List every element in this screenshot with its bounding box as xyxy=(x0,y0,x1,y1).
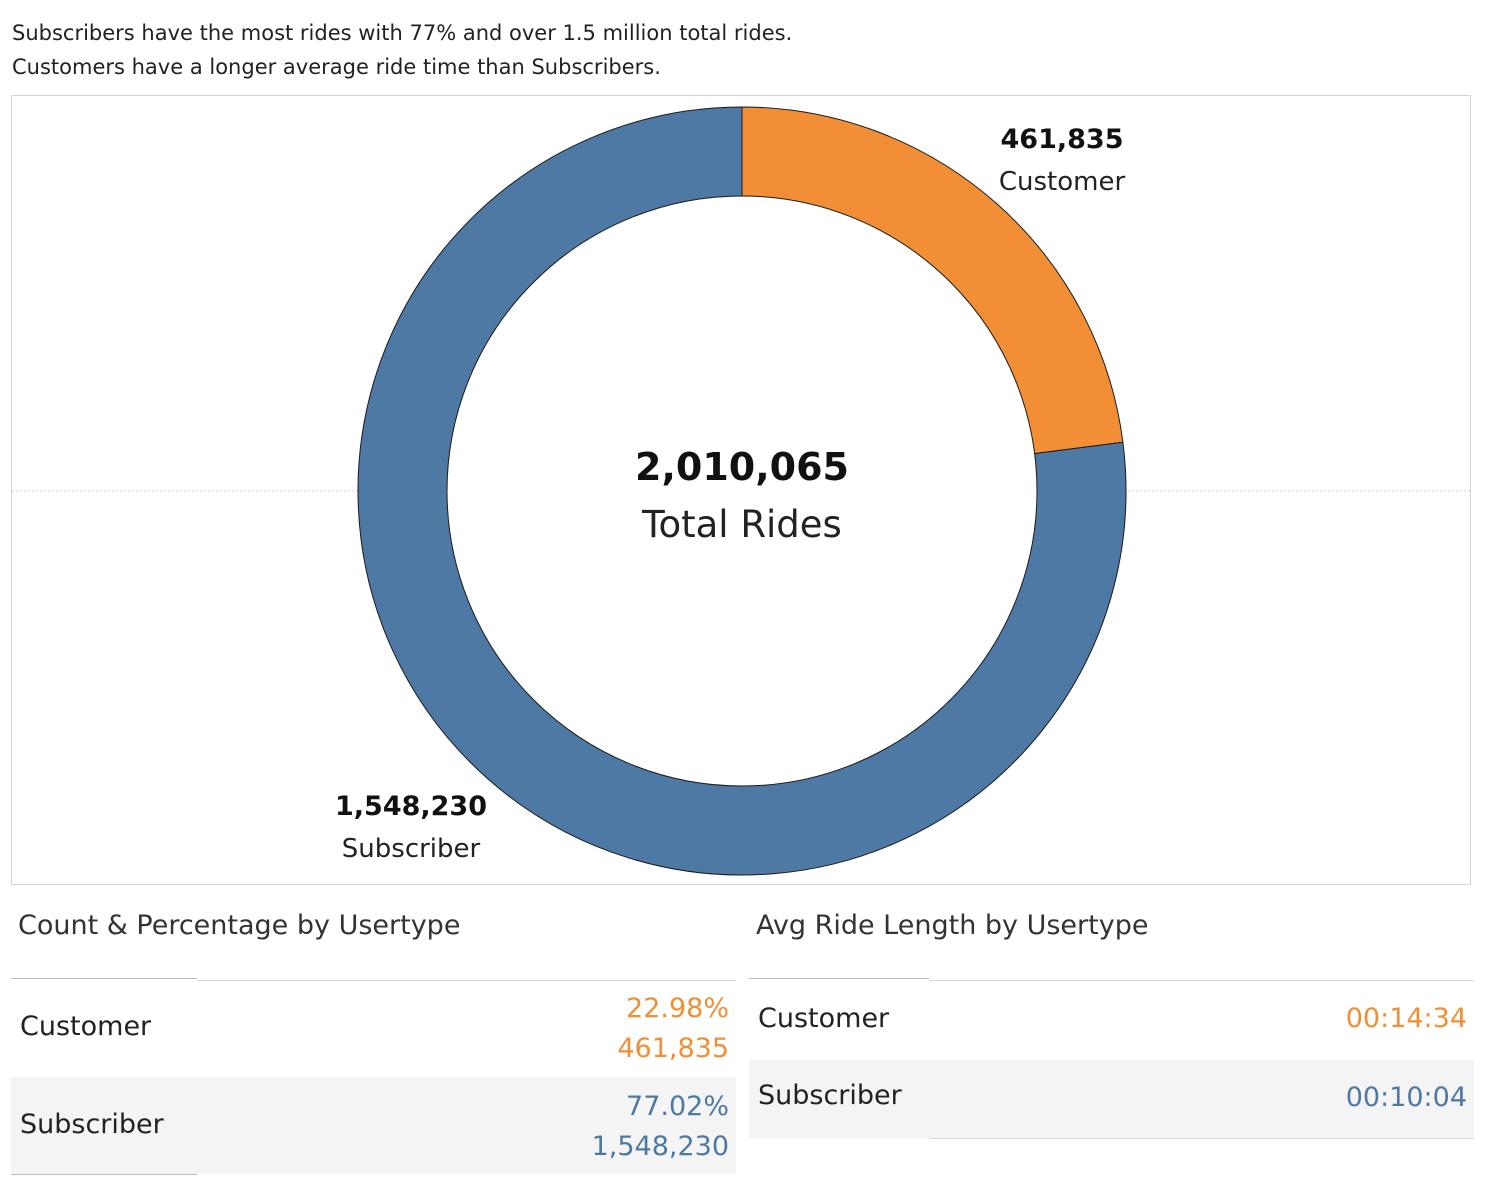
count-value: 1,548,230 xyxy=(591,1131,729,1162)
table-row-customer: Customer 00:14:34 xyxy=(749,981,1474,1060)
count-value: 461,835 xyxy=(617,1033,729,1064)
avg-ride-length-table: Customer 00:14:34 Subscriber 00:10:04 xyxy=(749,978,1474,1140)
row-label: Customer xyxy=(758,1003,890,1034)
donut-chart: 461,835 Customer 1,548,230 Subscriber 2,… xyxy=(12,106,1472,876)
header-rule xyxy=(11,978,197,979)
slice-category-label-customer: Customer xyxy=(999,167,1126,197)
count-percentage-table: Customer 22.98% 461,835 Subscriber 77.02… xyxy=(11,978,736,1178)
percent-value: 77.02% xyxy=(626,1091,729,1122)
slice-category-label-subscriber: Subscriber xyxy=(342,834,481,864)
footer-rule xyxy=(929,1138,1474,1139)
total-rides-value: 2,010,065 xyxy=(635,445,849,489)
percent-value: 22.98% xyxy=(626,993,729,1024)
row-label: Customer xyxy=(20,1011,152,1042)
slice-value-label-subscriber: 1,548,230 xyxy=(335,791,487,822)
avg-ride-value: 00:14:34 xyxy=(1345,1003,1467,1034)
caption-line-1: Subscribers have the most rides with 77%… xyxy=(12,21,793,45)
count-table-title: Count & Percentage by Usertype xyxy=(18,910,461,941)
donut-hole xyxy=(446,195,1038,787)
footer-rule xyxy=(11,1174,197,1175)
header-rule xyxy=(749,978,929,979)
caption-line-2: Customers have a longer average ride tim… xyxy=(12,55,661,79)
chart-caption: Subscribers have the most rides with 77%… xyxy=(12,16,792,84)
avg-table-title: Avg Ride Length by Usertype xyxy=(756,910,1149,941)
table-row-customer: Customer 22.98% 461,835 xyxy=(11,981,736,1077)
total-rides-label: Total Rides xyxy=(641,503,842,546)
header-rule xyxy=(197,980,736,981)
table-row-subscriber: Subscriber 77.02% 1,548,230 xyxy=(11,1077,736,1174)
row-values: 77.02% 1,548,230 xyxy=(592,1087,729,1167)
avg-ride-value: 00:10:04 xyxy=(1345,1082,1467,1113)
header-rule xyxy=(929,980,1474,981)
slice-value-label-customer: 461,835 xyxy=(1001,124,1124,155)
table-row-subscriber: Subscriber 00:10:04 xyxy=(749,1060,1474,1138)
donut-chart-panel: 461,835 Customer 1,548,230 Subscriber 2,… xyxy=(11,95,1472,885)
row-label: Subscriber xyxy=(20,1109,164,1140)
row-values: 22.98% 461,835 xyxy=(617,989,729,1069)
row-label: Subscriber xyxy=(758,1080,902,1111)
